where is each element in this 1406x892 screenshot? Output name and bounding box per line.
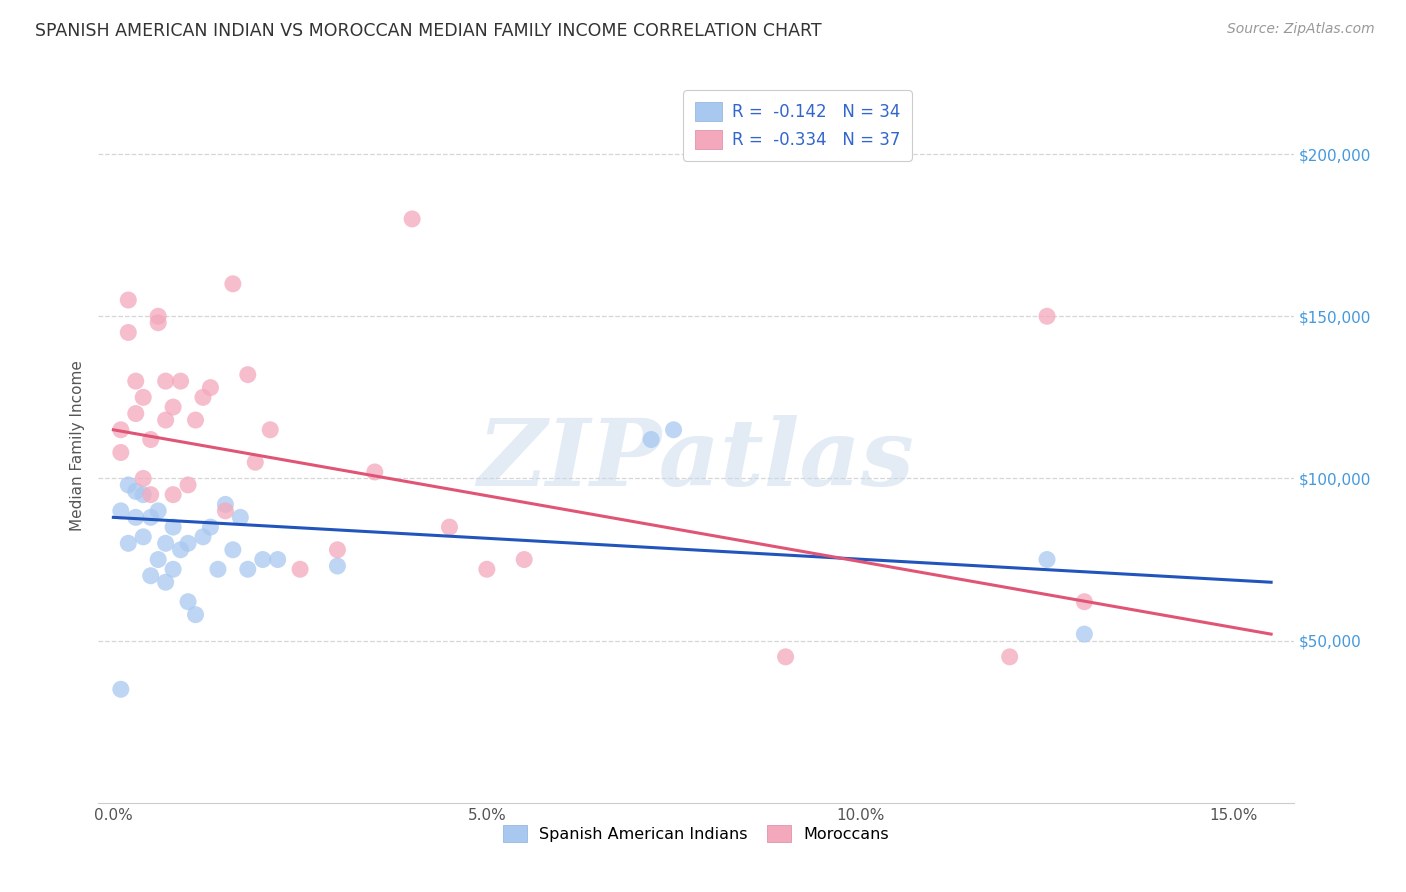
Point — [222, 542, 245, 557]
Text: SPANISH AMERICAN INDIAN VS MOROCCAN MEDIAN FAMILY INCOME CORRELATION CHART: SPANISH AMERICAN INDIAN VS MOROCCAN MEDI… — [35, 22, 821, 40]
Point — [177, 595, 200, 609]
Point — [162, 488, 184, 502]
Point — [117, 293, 139, 307]
Point — [148, 552, 170, 566]
Point — [775, 649, 797, 664]
Point — [110, 445, 132, 459]
Point — [139, 510, 162, 524]
Point — [245, 455, 267, 469]
Point — [177, 536, 200, 550]
Point — [207, 562, 229, 576]
Point — [132, 390, 155, 404]
Point — [132, 471, 155, 485]
Point — [184, 607, 207, 622]
Point — [139, 488, 162, 502]
Point — [155, 413, 177, 427]
Point — [236, 562, 259, 576]
Point — [200, 520, 222, 534]
Point — [475, 562, 498, 576]
Point — [169, 542, 191, 557]
Point — [236, 368, 259, 382]
Legend: Spanish American Indians, Moroccans: Spanish American Indians, Moroccans — [496, 818, 896, 848]
Point — [125, 407, 148, 421]
Point — [117, 478, 139, 492]
Point — [110, 682, 132, 697]
Point — [162, 562, 184, 576]
Point — [267, 552, 290, 566]
Point — [259, 423, 281, 437]
Point — [125, 510, 148, 524]
Point — [1036, 310, 1059, 324]
Point — [139, 568, 162, 582]
Point — [148, 310, 170, 324]
Point — [155, 374, 177, 388]
Point — [117, 326, 139, 340]
Point — [439, 520, 461, 534]
Point — [640, 433, 662, 447]
Point — [169, 374, 191, 388]
Point — [132, 530, 155, 544]
Point — [214, 497, 236, 511]
Point — [162, 520, 184, 534]
Point — [326, 542, 349, 557]
Point — [132, 488, 155, 502]
Point — [110, 504, 132, 518]
Point — [177, 478, 200, 492]
Point — [222, 277, 245, 291]
Point — [148, 504, 170, 518]
Point — [229, 510, 252, 524]
Point — [364, 465, 387, 479]
Point — [288, 562, 311, 576]
Point — [191, 530, 214, 544]
Point — [1073, 627, 1095, 641]
Point — [162, 400, 184, 414]
Point — [401, 211, 423, 226]
Point — [998, 649, 1021, 664]
Point — [148, 316, 170, 330]
Point — [184, 413, 207, 427]
Point — [513, 552, 536, 566]
Point — [117, 536, 139, 550]
Point — [1036, 552, 1059, 566]
Y-axis label: Median Family Income: Median Family Income — [69, 360, 84, 532]
Point — [110, 423, 132, 437]
Point — [662, 423, 685, 437]
Point — [200, 381, 222, 395]
Point — [1073, 595, 1095, 609]
Point — [326, 559, 349, 574]
Point — [155, 575, 177, 590]
Point — [125, 484, 148, 499]
Text: Source: ZipAtlas.com: Source: ZipAtlas.com — [1227, 22, 1375, 37]
Point — [191, 390, 214, 404]
Point — [125, 374, 148, 388]
Text: ZIPatlas: ZIPatlas — [478, 416, 914, 505]
Point — [214, 504, 236, 518]
Point — [139, 433, 162, 447]
Point — [252, 552, 274, 566]
Point — [155, 536, 177, 550]
